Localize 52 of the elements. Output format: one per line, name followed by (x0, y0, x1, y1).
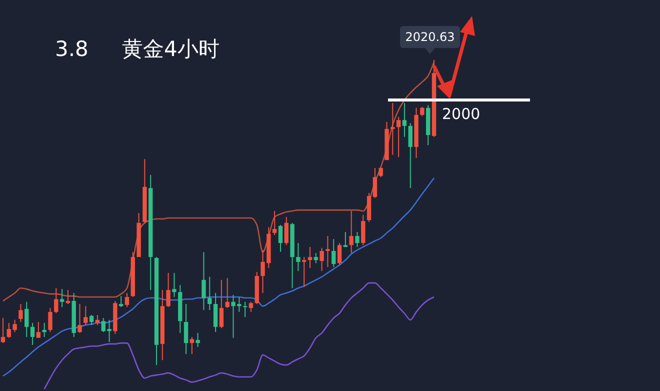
candlestick (332, 238, 336, 268)
candlestick (208, 276, 212, 311)
candlestick (296, 242, 300, 272)
candlestick (190, 336, 194, 355)
candlestick (302, 256, 306, 288)
candlestick (166, 272, 170, 308)
candlestick (84, 306, 88, 326)
candlestick (308, 246, 312, 269)
candlestick (48, 307, 52, 333)
candlestick (18, 304, 23, 322)
candlestick (213, 292, 218, 333)
candlestick (372, 167, 378, 198)
candlestick (95, 314, 100, 326)
candlestick (184, 304, 188, 355)
candlestick (242, 301, 248, 318)
candlestick (24, 301, 29, 338)
candlestick (408, 122, 412, 189)
candlestick (284, 216, 288, 246)
candlestick (272, 210, 277, 236)
candlestick (202, 252, 206, 311)
candlestick (396, 116, 401, 158)
candlestick (42, 322, 46, 338)
chart-subtitle: 黄金4小时 (122, 37, 220, 61)
candlestick (219, 279, 224, 329)
candlestick (0, 318, 6, 344)
candlestick (343, 232, 348, 248)
candlestick (172, 272, 176, 298)
candlestick (390, 102, 395, 156)
candlestick (225, 278, 230, 308)
candlestick (36, 321, 41, 338)
candlestick (314, 252, 318, 264)
candlestick (60, 288, 64, 308)
candlestick (320, 247, 324, 272)
candlestick (337, 242, 342, 266)
annotation: 2020.63 (405, 30, 455, 44)
candlestick (402, 102, 407, 138)
candlestick (278, 224, 283, 252)
candlestick (349, 210, 354, 254)
annotation: 2000 (442, 104, 480, 123)
candlestick (78, 304, 82, 334)
candlestick (248, 301, 254, 312)
candlestick (361, 214, 366, 246)
candlestick (54, 288, 58, 314)
candlestick (89, 314, 94, 326)
candlestick (378, 166, 383, 178)
candlestick (326, 235, 330, 268)
candlestick (355, 232, 360, 248)
candlestick (30, 322, 35, 346)
chart-title: 3.8 (55, 37, 88, 61)
candlestick (196, 332, 200, 348)
candlestick (420, 106, 424, 117)
candlestick (124, 292, 130, 308)
